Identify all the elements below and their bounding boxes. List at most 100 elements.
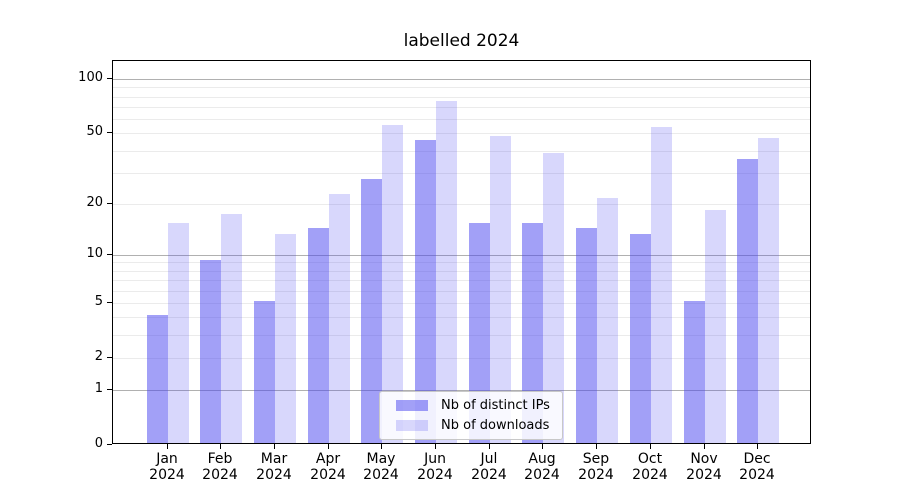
x-tick-month: Apr [315,451,341,467]
bar-downloads-sep [597,198,618,443]
gridline-minor [113,261,810,263]
gridline-minor [113,357,810,359]
bar-distinct-ips-dec [737,159,758,443]
bar-downloads-dec [758,138,779,443]
bar-distinct-ips-mar [254,301,275,443]
y-tick-label: 2 [94,349,103,364]
x-tick-label: Jun 2024 [400,451,470,483]
x-tick-label: Dec 2024 [722,451,792,483]
bar-downloads-oct [651,127,672,443]
y-tick-label: 20 [86,195,103,210]
x-tick-label: Mar 2024 [239,451,309,483]
gridline-minor [113,290,810,292]
bar-distinct-ips-aug [522,223,543,443]
gridline-minor [113,150,810,152]
gridline-minor [113,86,810,88]
y-axis-tick [107,444,112,445]
x-axis-tick [167,444,168,449]
gridline-major [113,389,810,391]
y-tick-label: 1 [94,381,103,396]
x-tick-label: May 2024 [346,451,416,483]
legend-entry-distinct-ips: Nb of distinct IPs [396,398,550,413]
gridline-minor [113,334,810,336]
y-tick-label: 50 [86,124,103,139]
y-tick-label: 100 [78,70,103,85]
x-axis-tick [704,444,705,449]
bar-distinct-ips-oct [630,234,651,443]
legend-swatch-distinct-ips [396,400,428,411]
x-tick-label: Jan 2024 [132,451,202,483]
bar-downloads-jul [490,136,511,443]
bar-downloads-jun [436,101,457,443]
y-axis-tick [107,389,112,390]
gridline-minor [113,172,810,174]
x-axis-tick [650,444,651,449]
gridline-minor [113,279,810,281]
x-axis-tick [274,444,275,449]
x-axis-tick [220,444,221,449]
x-tick-year: 2024 [310,467,346,483]
x-tick-label: Jul 2024 [454,451,524,483]
x-tick-label: Feb 2024 [185,451,255,483]
x-tick-month: Jun [424,451,446,467]
x-tick-year: 2024 [202,467,238,483]
bar-distinct-ips-feb [200,260,221,443]
gridline-major [113,254,810,256]
x-tick-month: May [366,451,396,467]
y-tick-label: 0 [94,436,103,451]
x-tick-month: Oct [637,451,663,467]
y-axis-tick [107,357,112,358]
x-tick-month: Aug [528,451,556,467]
x-tick-month: Feb [207,451,233,467]
x-tick-year: 2024 [149,467,185,483]
x-axis-tick [328,444,329,449]
gridline-minor [113,316,810,318]
gridline-minor [113,270,810,272]
bar-downloads-feb [221,214,242,443]
gridline-minor [113,132,810,134]
gridline-minor [113,118,810,120]
x-tick-year: 2024 [256,467,292,483]
x-axis-tick [542,444,543,449]
bar-distinct-ips-apr [308,228,329,443]
x-tick-year: 2024 [471,467,507,483]
gridline-major [113,78,810,80]
x-tick-month: Sep [582,451,610,467]
y-axis-tick [107,203,112,204]
x-tick-label: Nov 2024 [669,451,739,483]
bar-downloads-may [382,125,403,443]
bar-distinct-ips-jan [147,315,168,443]
x-tick-month: Nov [690,451,718,467]
x-tick-month: Jul [480,451,498,467]
bar-downloads-apr [329,194,350,443]
bar-distinct-ips-nov [684,301,705,443]
x-tick-label: Sep 2024 [561,451,631,483]
legend-label-distinct-ips: Nb of distinct IPs [441,398,550,413]
x-tick-year: 2024 [417,467,453,483]
bar-distinct-ips-sep [576,228,597,443]
bar-downloads-nov [705,210,726,443]
gridline-minor [113,106,810,108]
x-tick-month: Jan [156,451,178,467]
bar-downloads-mar [275,234,296,443]
x-tick-year: 2024 [578,467,614,483]
y-axis-tick [107,302,112,303]
bar-downloads-aug [543,153,564,443]
x-axis-tick [596,444,597,449]
chart-title: labelled 2024 [403,31,520,51]
y-axis-tick [107,254,112,255]
x-tick-year: 2024 [739,467,775,483]
x-axis-tick [757,444,758,449]
x-tick-month: Mar [260,451,288,467]
x-tick-year: 2024 [524,467,560,483]
y-axis-tick [107,78,112,79]
legend-entry-downloads: Nb of downloads [396,418,550,433]
legend: Nb of distinct IPs Nb of downloads [379,391,563,440]
x-tick-label: Apr 2024 [293,451,363,483]
bar-downloads-jan [168,223,189,443]
y-tick-label: 10 [86,246,103,261]
x-tick-month: Dec [743,451,771,467]
legend-label-downloads: Nb of downloads [441,418,550,433]
x-tick-label: Aug 2024 [507,451,577,483]
bar-distinct-ips-jul [469,223,490,443]
